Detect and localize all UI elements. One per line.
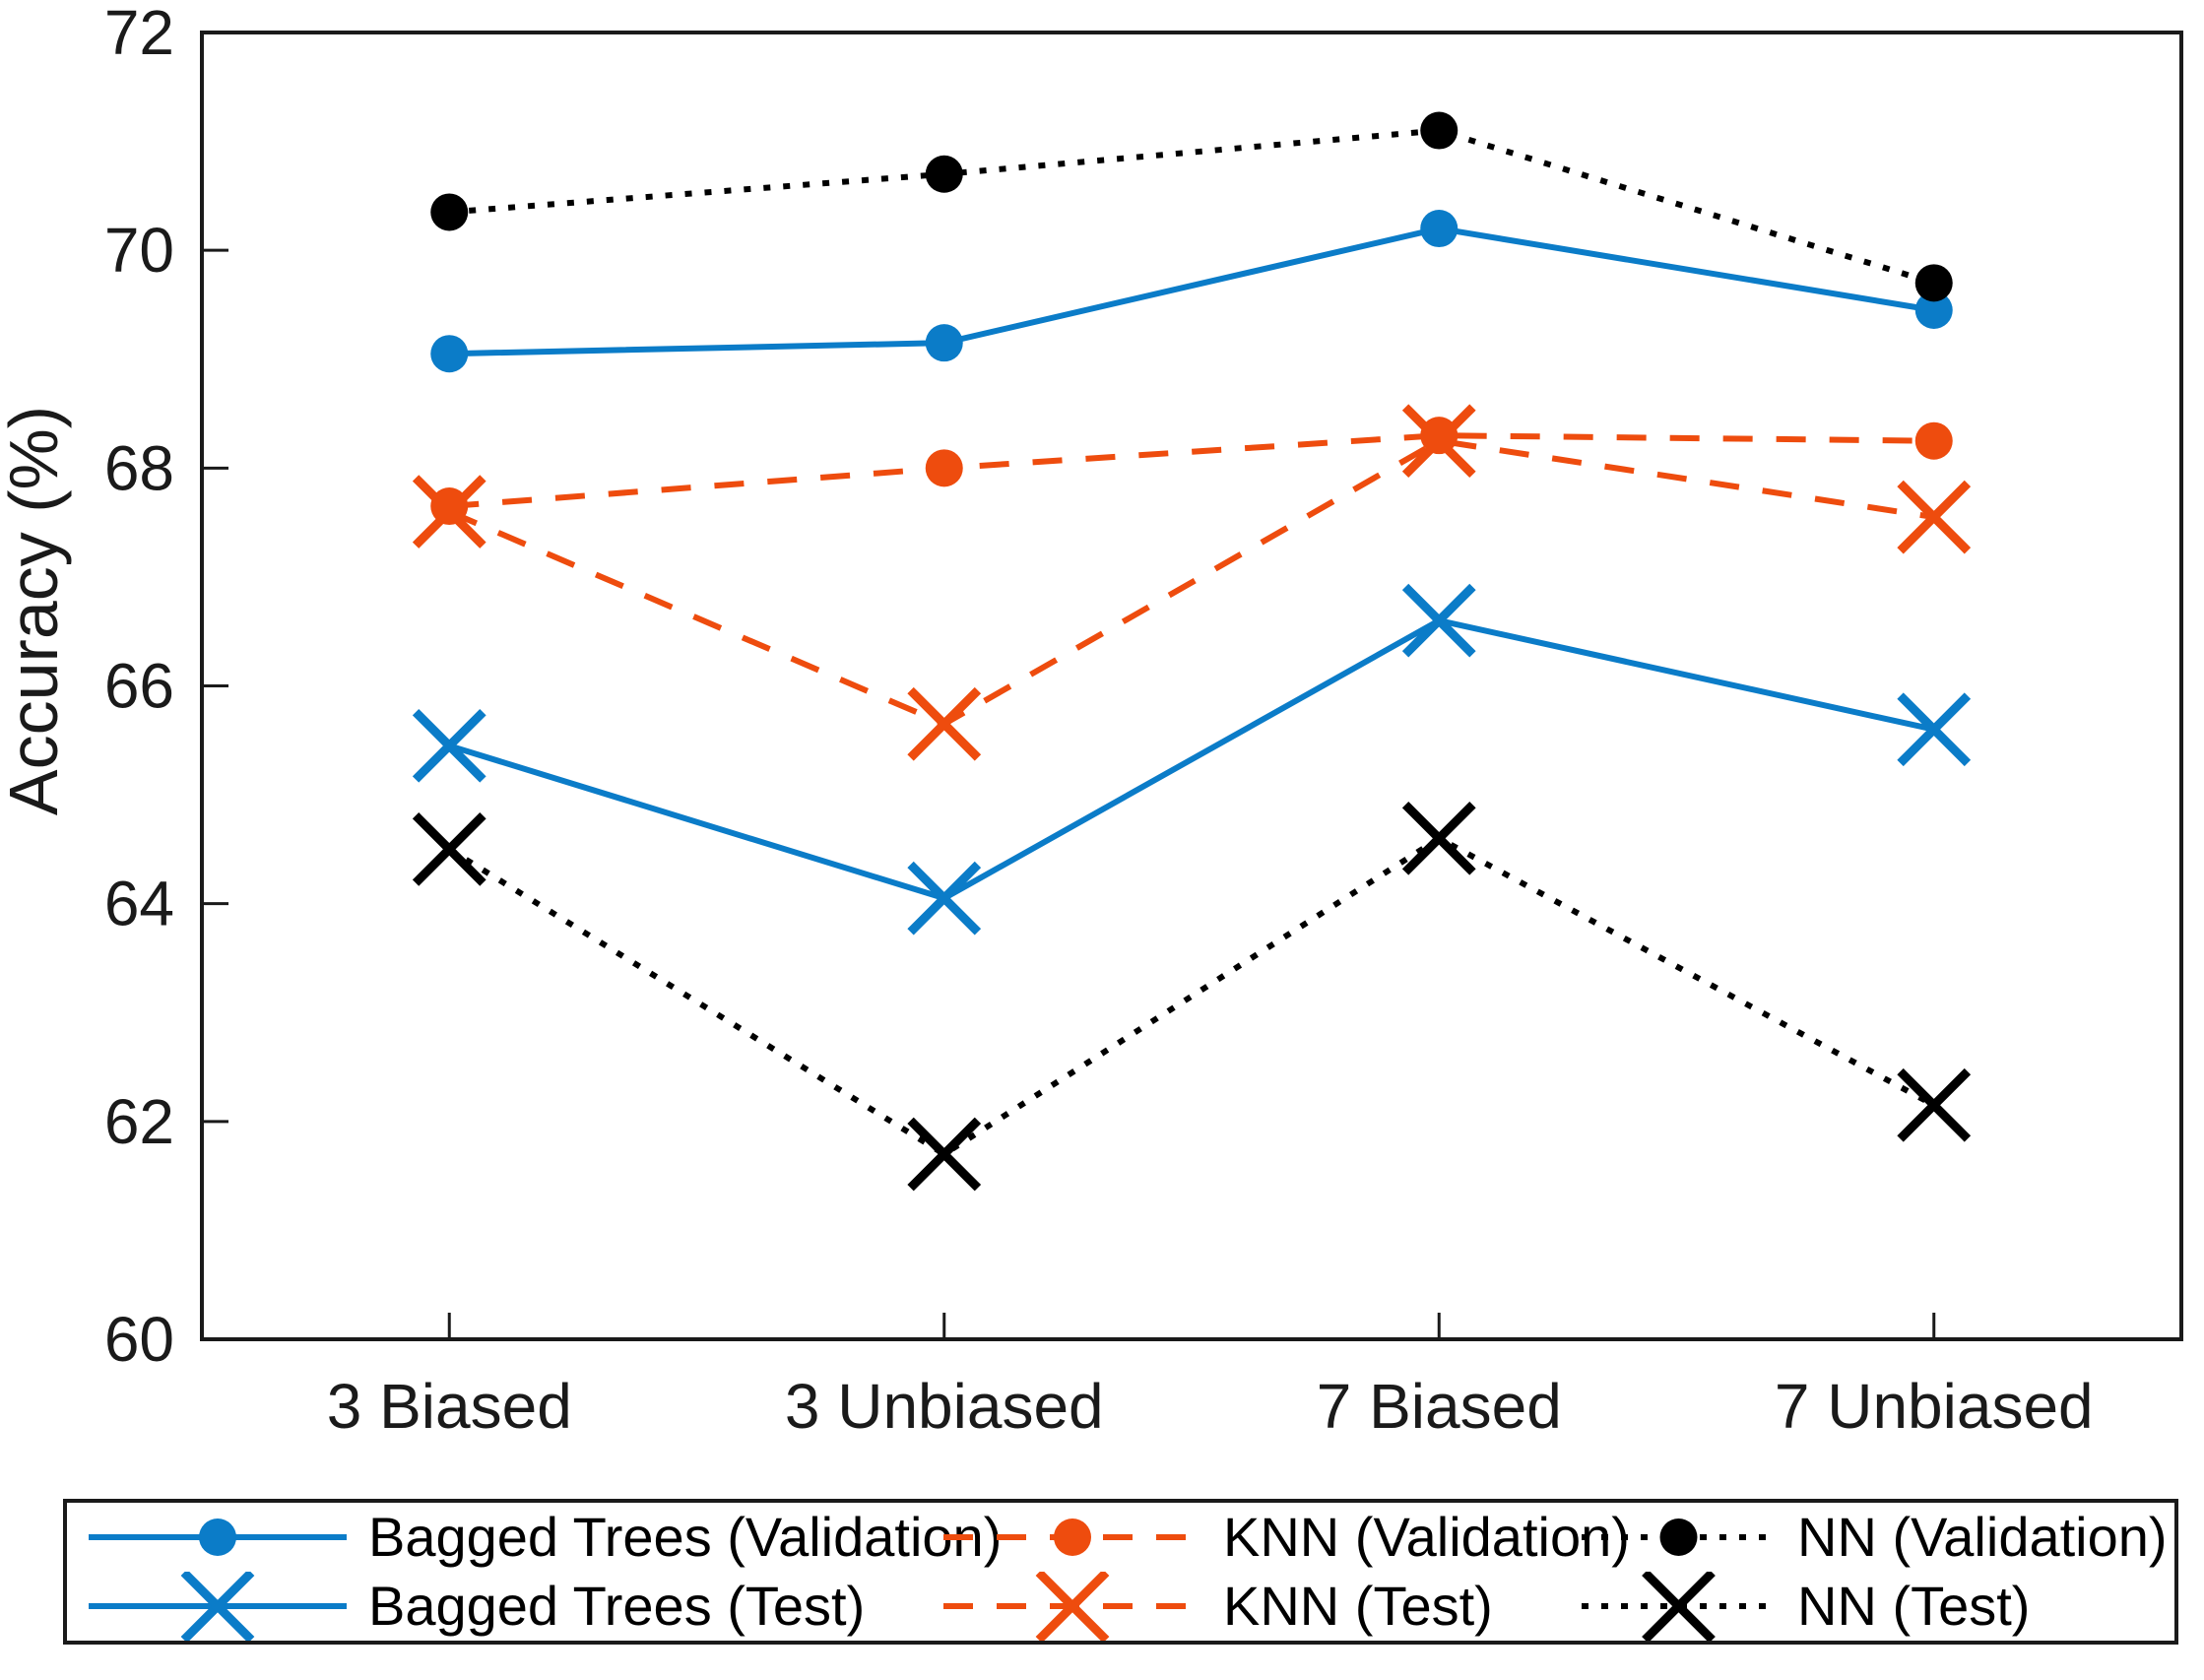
data-point-circle-marker xyxy=(925,449,963,487)
y-tick-label: 70 xyxy=(104,215,174,286)
legend-sample-line-circle xyxy=(1582,1518,1776,1556)
data-point-x-marker xyxy=(412,708,486,783)
y-tick-label: 72 xyxy=(104,0,174,68)
legend-item: Bagged Trees (Validation) xyxy=(85,1503,1002,1572)
data-point-circle-marker xyxy=(1914,291,1953,329)
data-point-x-marker xyxy=(180,1572,255,1641)
data-point-circle-marker xyxy=(430,193,469,231)
series-line xyxy=(447,834,1936,1158)
series-knn-test xyxy=(412,404,1972,761)
legend-box: Bagged Trees (Validation) Bagged Trees (T… xyxy=(63,1499,2178,1645)
legend-item: Bagged Trees (Test) xyxy=(85,1572,940,1641)
y-tick-label: 64 xyxy=(104,869,174,939)
y-tick-label: 66 xyxy=(104,651,174,722)
y-tick-label: 60 xyxy=(104,1304,174,1375)
data-point-circle-marker xyxy=(430,335,469,373)
legend-item: KNN (Test) xyxy=(940,1572,1578,1641)
data-point-circle-marker xyxy=(1420,111,1459,150)
legend-label: Bagged Trees (Validation) xyxy=(368,1506,1003,1568)
data-point-x-marker xyxy=(412,812,486,886)
x-tick-label: 7 Biased xyxy=(1317,1371,1562,1442)
legend-item: NN (Test) xyxy=(1578,1572,2174,1641)
series-nn-test xyxy=(412,801,1972,1192)
data-point-x-marker xyxy=(1401,583,1476,658)
data-point-x-marker xyxy=(1897,1067,1972,1142)
data-point-x-marker xyxy=(907,861,982,936)
data-point-circle-marker xyxy=(1914,421,1953,460)
legend-sample-line-x xyxy=(943,1572,1201,1641)
data-point-circle-marker xyxy=(199,1518,236,1556)
y-tick-label: 68 xyxy=(104,432,174,503)
data-point-x-marker xyxy=(1897,480,1972,554)
series-line xyxy=(449,432,1934,510)
y-axis-title: Accuracy (%) xyxy=(0,406,72,815)
axes-box xyxy=(200,31,2183,1341)
data-point-circle-marker xyxy=(1054,1518,1091,1556)
x-tick-label: 3 Biased xyxy=(327,1371,572,1442)
data-point-circle-marker xyxy=(1420,210,1459,248)
legend-sample-line-circle xyxy=(89,1518,347,1556)
data-point-x-marker xyxy=(1035,1572,1110,1641)
legend-sample-line-x xyxy=(1582,1572,1776,1641)
series-line xyxy=(448,616,1935,902)
series-line xyxy=(449,127,1935,287)
data-point-circle-marker xyxy=(1659,1518,1698,1556)
legend-sample-line-x xyxy=(89,1572,347,1641)
data-point-x-marker xyxy=(1401,801,1476,875)
x-tick-label: 7 Unbiased xyxy=(1775,1371,2094,1442)
legend-item: KNN (Validation) xyxy=(940,1503,1630,1572)
data-point-x-marker xyxy=(412,475,486,549)
x-tick-label: 3 Unbiased xyxy=(785,1371,1104,1442)
y-tick-label: 62 xyxy=(104,1086,174,1157)
data-point-circle-marker xyxy=(1914,264,1953,302)
data-point-x-marker xyxy=(1401,404,1476,479)
data-point-x-marker xyxy=(1897,692,1972,767)
legend-label: Bagged Trees (Test) xyxy=(368,1575,866,1637)
legend-sample-line-circle xyxy=(943,1518,1201,1556)
legend-label: NN (Validation) xyxy=(1797,1506,2168,1568)
data-point-x-marker xyxy=(907,1117,982,1192)
series-line xyxy=(448,437,1935,728)
series-line xyxy=(449,225,1935,357)
data-point-x-marker xyxy=(1642,1572,1716,1641)
series-nn-validation xyxy=(430,111,1953,302)
series-bagged-trees-validation xyxy=(430,210,1953,373)
legend-label: NN (Test) xyxy=(1797,1575,2031,1637)
data-point-circle-marker xyxy=(925,155,963,193)
series-knn-validation xyxy=(430,417,1953,526)
series-bagged-trees-test xyxy=(412,583,1972,936)
data-point-circle-marker xyxy=(925,324,963,362)
legend-label: KNN (Validation) xyxy=(1223,1506,1630,1568)
legend-label: KNN (Test) xyxy=(1223,1575,1493,1637)
data-point-x-marker xyxy=(907,686,982,761)
legend-item: NN (Validation) xyxy=(1578,1503,2174,1572)
